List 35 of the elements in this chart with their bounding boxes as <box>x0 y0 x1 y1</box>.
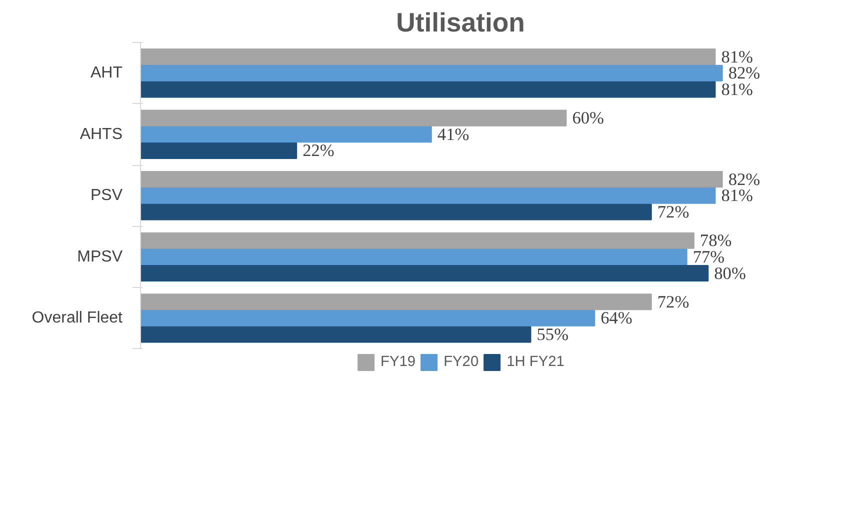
bar <box>140 81 716 98</box>
bar <box>140 264 709 282</box>
data-label: 72% <box>657 202 690 222</box>
data-label: 80% <box>714 264 746 283</box>
data-label: 82% <box>728 170 760 189</box>
data-label: 81% <box>721 47 753 66</box>
data-label: 41% <box>437 124 470 144</box>
bar <box>140 142 298 159</box>
data-label: 60% <box>572 108 604 128</box>
bar <box>140 171 723 188</box>
y-tick-label: PSV <box>90 187 123 204</box>
bar <box>140 310 596 326</box>
bar <box>140 110 567 126</box>
data-label: 22% <box>302 141 334 160</box>
y-tick-label: AHT <box>90 64 123 82</box>
data-label: 55% <box>536 325 569 344</box>
bar <box>140 294 652 310</box>
bar <box>140 204 652 220</box>
data-label: 81% <box>721 186 753 206</box>
legend-label: FY19 <box>380 354 416 370</box>
data-label: 64% <box>600 308 632 328</box>
legend-label: FY20 <box>444 354 479 370</box>
bar <box>140 126 432 143</box>
y-tick-label: AHTS <box>80 126 122 143</box>
bar <box>140 232 694 249</box>
data-label: 72% <box>657 292 690 312</box>
legend-label: 1H FY21 <box>506 354 564 370</box>
bar <box>140 64 723 82</box>
bar <box>140 248 688 266</box>
y-tick-label: MPSV <box>77 248 123 266</box>
bar <box>140 48 716 66</box>
bar <box>140 326 532 343</box>
y-tick-label: Overall Fleet <box>32 310 124 327</box>
chart-title: Utilisation <box>396 8 525 38</box>
bar <box>140 187 716 204</box>
